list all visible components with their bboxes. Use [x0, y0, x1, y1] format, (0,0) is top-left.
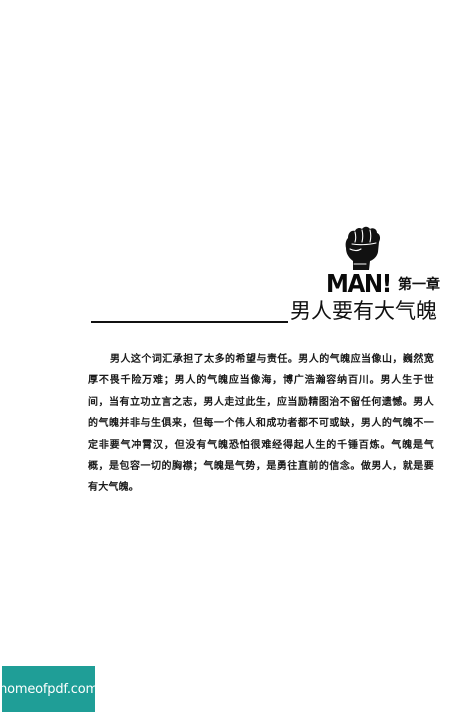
body-paragraph: 男人这个词汇承担了太多的希望与责任。男人的气魄应当像山，巍然宽厚不畏千险万难；男…: [88, 354, 434, 494]
watermark-text: homeofpdf.com: [0, 681, 98, 697]
raised-fist-icon: [345, 226, 381, 270]
title-underline: [91, 321, 288, 323]
chapter-number: 第一章: [398, 277, 440, 293]
watermark-badge[interactable]: homeofpdf.com: [0, 666, 98, 712]
chapter-title: 男人要有大气魄: [290, 299, 437, 323]
man-logo-text: MAN!: [326, 269, 392, 298]
